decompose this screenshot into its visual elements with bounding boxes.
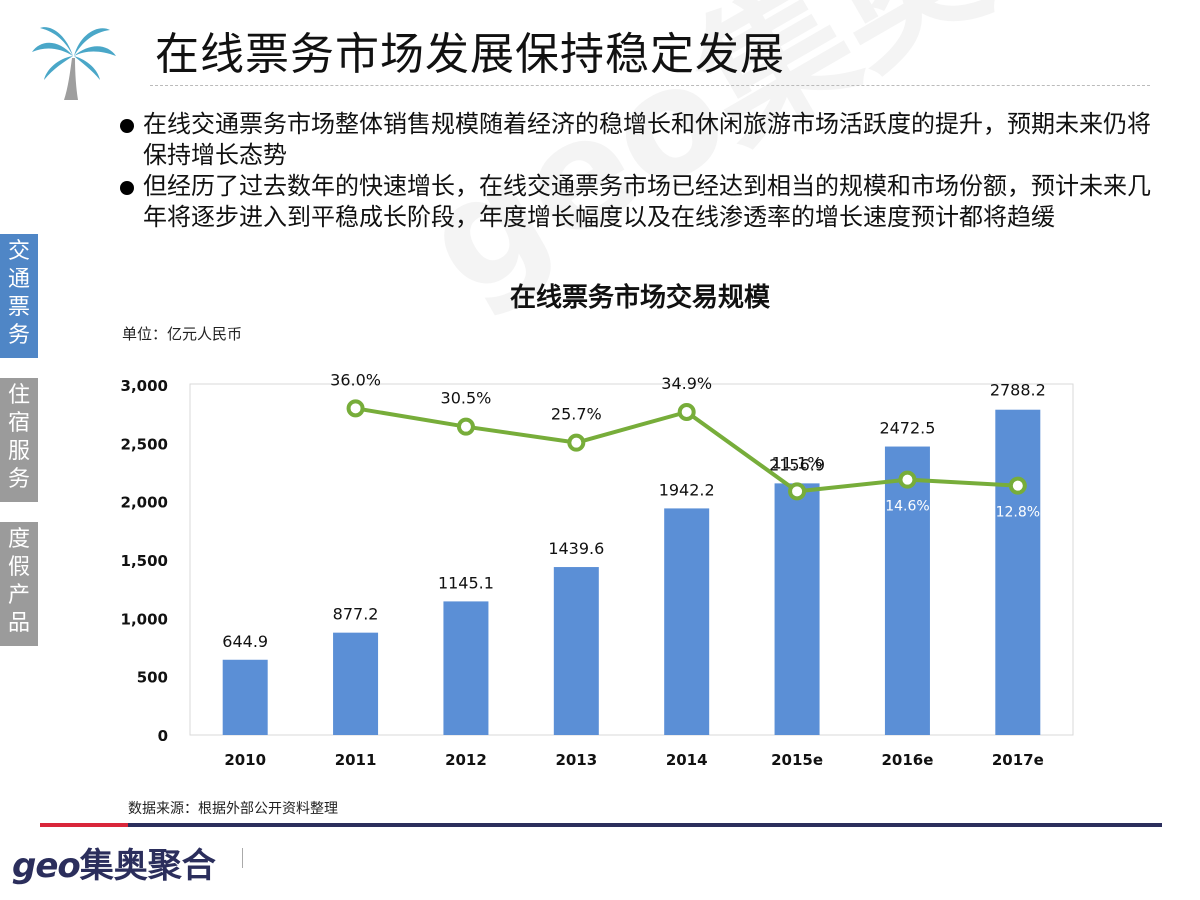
bar-value-label: 2156.9 xyxy=(769,455,825,474)
bar-value-label: 877.2 xyxy=(333,605,379,624)
bar xyxy=(222,659,268,735)
growth-point xyxy=(677,403,696,421)
title-divider xyxy=(150,85,1150,86)
bullet-dot-icon xyxy=(120,181,134,195)
bullet-text: 在线交通票务市场整体销售规模随着经济的稳增长和休闲旅游市场活跃度的提升，预期未来… xyxy=(143,110,1151,169)
x-tick-label: 2016e xyxy=(881,751,933,769)
x-tick-label: 2017e xyxy=(992,751,1044,769)
side-tab-vacation[interactable]: 度 假 产 品 xyxy=(0,522,38,646)
footer-divider xyxy=(40,823,1162,827)
palm-tree-icon xyxy=(32,27,116,100)
y-tick-label: 1,000 xyxy=(121,610,168,628)
y-tick-label: 0 xyxy=(158,727,168,745)
x-tick-label: 2014 xyxy=(666,751,708,769)
data-source-note: 数据来源：根据外部公开资料整理 xyxy=(128,801,338,817)
chart-title: 在线票务市场交易规模 xyxy=(509,283,770,313)
bar xyxy=(553,567,599,735)
bar-value-label: 1942.2 xyxy=(659,480,715,499)
bar-value-label: 2472.5 xyxy=(879,419,935,438)
bullet-dot-icon xyxy=(120,119,134,133)
side-tab-char: 服 xyxy=(7,439,30,464)
side-tab-char: 票 xyxy=(7,295,30,320)
side-tab-char: 务 xyxy=(7,323,30,348)
logo-cn: 集奥聚合 xyxy=(79,846,216,886)
side-tab-lodging[interactable]: 住 宿 服 务 xyxy=(0,378,38,502)
bar xyxy=(995,409,1041,735)
growth-label: 30.5% xyxy=(441,389,492,408)
side-tab-char: 务 xyxy=(7,467,30,492)
growth-point xyxy=(346,399,365,418)
growth-label: 34.9% xyxy=(661,374,712,393)
growth-label: 14.6% xyxy=(885,499,929,515)
y-tick-label: 2,500 xyxy=(121,435,168,453)
x-tick-label: 2012 xyxy=(445,751,487,769)
side-tab-transport[interactable]: 交 通 票 务 xyxy=(0,234,38,358)
growth-point xyxy=(898,470,917,489)
bar xyxy=(333,632,379,735)
logo-separator xyxy=(242,848,243,868)
x-tick-label: 2015e xyxy=(771,751,823,769)
side-tab-char: 通 xyxy=(7,267,30,292)
plot-frame xyxy=(189,383,1074,736)
growth-label: 25.7% xyxy=(551,405,602,424)
bullet-item: 在线交通票务市场整体销售规模随着经济的稳增长和休闲旅游市场活跃度的提升，预期未来… xyxy=(118,109,1168,171)
bar xyxy=(664,508,710,735)
bar xyxy=(884,446,930,735)
bar xyxy=(443,601,489,735)
side-tab-char: 品 xyxy=(7,611,30,636)
side-tab-char: 产 xyxy=(7,583,30,608)
bar-value-label: 1145.1 xyxy=(438,573,494,592)
y-tick-label: 3,000 xyxy=(121,377,168,395)
page-title: 在线票务市场发展保持稳定发展 xyxy=(155,29,785,80)
growth-point xyxy=(456,417,475,436)
y-tick-label: 1,500 xyxy=(121,552,168,570)
growth-label: 36.0% xyxy=(330,370,381,389)
bar-value-label: 644.9 xyxy=(222,632,268,651)
growth-point xyxy=(788,482,807,501)
bullet-item: 但经历了过去数年的快速增长，在线交通票务市场已经达到相当的规模和市场份额，预计未… xyxy=(118,171,1168,233)
growth-label: 12.8% xyxy=(996,505,1040,521)
bullet-text: 但经历了过去数年的快速增长，在线交通票务市场已经达到相当的规模和市场份额，预计未… xyxy=(143,172,1151,231)
x-tick-label: 2013 xyxy=(555,751,597,769)
bar xyxy=(774,483,820,735)
bar-value-label: 1439.6 xyxy=(548,539,604,558)
side-tab-char: 假 xyxy=(7,555,30,580)
logo-latin: geo xyxy=(12,846,81,886)
footer-accent xyxy=(40,823,128,827)
side-tab-char: 度 xyxy=(7,527,30,552)
side-tab-char: 住 xyxy=(7,383,30,408)
x-tick-label: 2010 xyxy=(224,751,266,769)
growth-point xyxy=(567,433,586,452)
bar-value-label: 2788.2 xyxy=(990,381,1046,400)
side-tab-char: 宿 xyxy=(7,411,30,436)
growth-point xyxy=(1008,476,1027,495)
growth-label: 11.1% xyxy=(772,453,823,472)
side-tab-char: 交 xyxy=(7,239,30,264)
brand-logo: geo集奥聚合 xyxy=(12,838,216,887)
unit-label: 单位：亿元人民币 xyxy=(122,325,243,343)
x-tick-label: 2011 xyxy=(335,751,377,769)
y-tick-label: 2,000 xyxy=(121,494,168,512)
y-tick-label: 500 xyxy=(137,669,168,687)
